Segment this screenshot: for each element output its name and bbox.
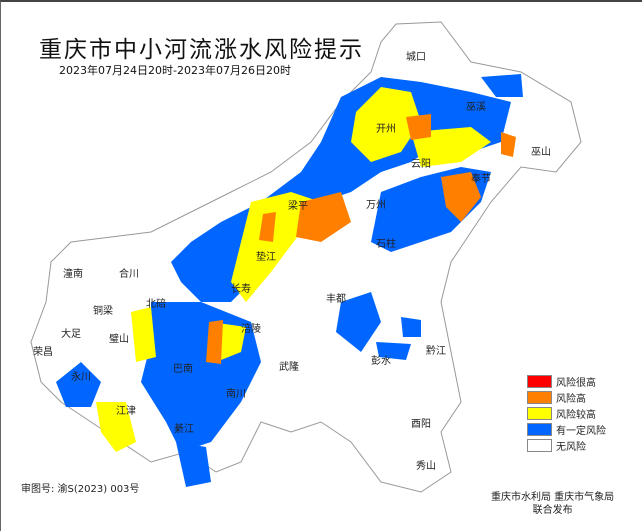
legend-item-high: 风险高 bbox=[527, 389, 606, 405]
district-label: 梁平 bbox=[288, 199, 308, 212]
legend-item-very-high: 风险很高 bbox=[527, 373, 606, 389]
risk-area-high bbox=[206, 320, 223, 364]
risk-area-some bbox=[481, 74, 523, 97]
legend-label: 风险较高 bbox=[556, 409, 596, 421]
district-label: 垫江 bbox=[256, 250, 276, 263]
district-label: 开州 bbox=[376, 123, 396, 135]
legend-item-none: 无风险 bbox=[527, 437, 606, 453]
risk-area-higher bbox=[131, 307, 156, 362]
district-label: 涪陵 bbox=[241, 322, 261, 335]
map-title: 重庆市中小河流涨水风险提示 bbox=[39, 37, 364, 63]
district-label: 武隆 bbox=[279, 360, 299, 373]
legend-item-higher: 风险较高 bbox=[527, 405, 606, 421]
district-label: 巫溪 bbox=[466, 101, 486, 113]
legend-label: 有一定风险 bbox=[556, 425, 606, 437]
legend-label: 风险高 bbox=[556, 393, 586, 405]
publisher: 重庆市水利局 重庆市气象局 联合发布 bbox=[491, 491, 614, 517]
publisher-agencies: 重庆市水利局 重庆市气象局 bbox=[491, 492, 615, 503]
district-label: 黔江 bbox=[426, 344, 446, 357]
risk-area-some bbox=[336, 292, 381, 352]
district-label: 大足 bbox=[61, 327, 81, 340]
publisher-note: 联合发布 bbox=[532, 505, 573, 516]
district-label: 酉阳 bbox=[411, 418, 431, 430]
risk-area-high bbox=[259, 212, 276, 242]
district-label: 城口 bbox=[406, 51, 426, 63]
district-label: 潼南 bbox=[63, 267, 83, 280]
district-label: 江津 bbox=[116, 405, 136, 417]
risk-area-high bbox=[296, 192, 351, 242]
risk-areas bbox=[56, 74, 523, 487]
risk-area-some bbox=[176, 442, 211, 487]
district-label: 奉节 bbox=[471, 172, 491, 185]
district-label: 永川 bbox=[71, 370, 91, 383]
risk-area-some bbox=[376, 342, 411, 360]
district-labels: 城口 巫溪 巫山 开州 云阳 奉节 梁平 万州 垫江 石柱 丰都 涪陵 武隆 彭… bbox=[33, 51, 551, 472]
legend-swatch bbox=[527, 438, 552, 452]
district-label: 铜梁 bbox=[93, 304, 113, 317]
risk-area-higher bbox=[351, 87, 421, 162]
district-label: 彭水 bbox=[371, 354, 391, 367]
district-label: 巴南 bbox=[173, 362, 193, 375]
district-label: 石柱 bbox=[376, 237, 396, 250]
district-label: 巫山 bbox=[531, 146, 551, 158]
district-label: 璧山 bbox=[109, 332, 129, 345]
legend-item-some: 有一定风险 bbox=[527, 421, 606, 437]
district-label: 丰都 bbox=[326, 292, 346, 305]
risk-area-some bbox=[56, 362, 101, 407]
risk-area-high bbox=[406, 114, 431, 140]
risk-area-some bbox=[401, 317, 421, 337]
legend-swatch bbox=[527, 406, 552, 420]
risk-area-higher bbox=[96, 402, 136, 452]
legend-label: 风险很高 bbox=[556, 377, 596, 389]
legend-swatch bbox=[527, 390, 552, 404]
district-label: 綦江 bbox=[174, 422, 194, 435]
map-time-range: 2023年07月24日20时-2023年07月26日20时 bbox=[59, 64, 291, 77]
map-approval-number: 审图号: 渝S(2023) 003号 bbox=[21, 484, 140, 495]
district-label: 万州 bbox=[366, 199, 386, 211]
district-label: 秀山 bbox=[416, 460, 436, 472]
legend: 风险很高 风险高 风险较高 有一定风险 无风险 bbox=[527, 373, 606, 453]
legend-label: 无风险 bbox=[556, 441, 586, 453]
district-label: 合川 bbox=[119, 267, 139, 280]
risk-area-high bbox=[501, 132, 516, 157]
legend-swatch bbox=[527, 374, 552, 388]
legend-swatch bbox=[527, 422, 552, 436]
district-label: 长寿 bbox=[231, 282, 251, 295]
risk-area-high bbox=[441, 172, 481, 222]
district-label: 南川 bbox=[226, 387, 246, 400]
district-label: 云阳 bbox=[411, 158, 431, 170]
district-label: 荣昌 bbox=[33, 346, 53, 358]
district-label: 北碚 bbox=[146, 297, 166, 310]
